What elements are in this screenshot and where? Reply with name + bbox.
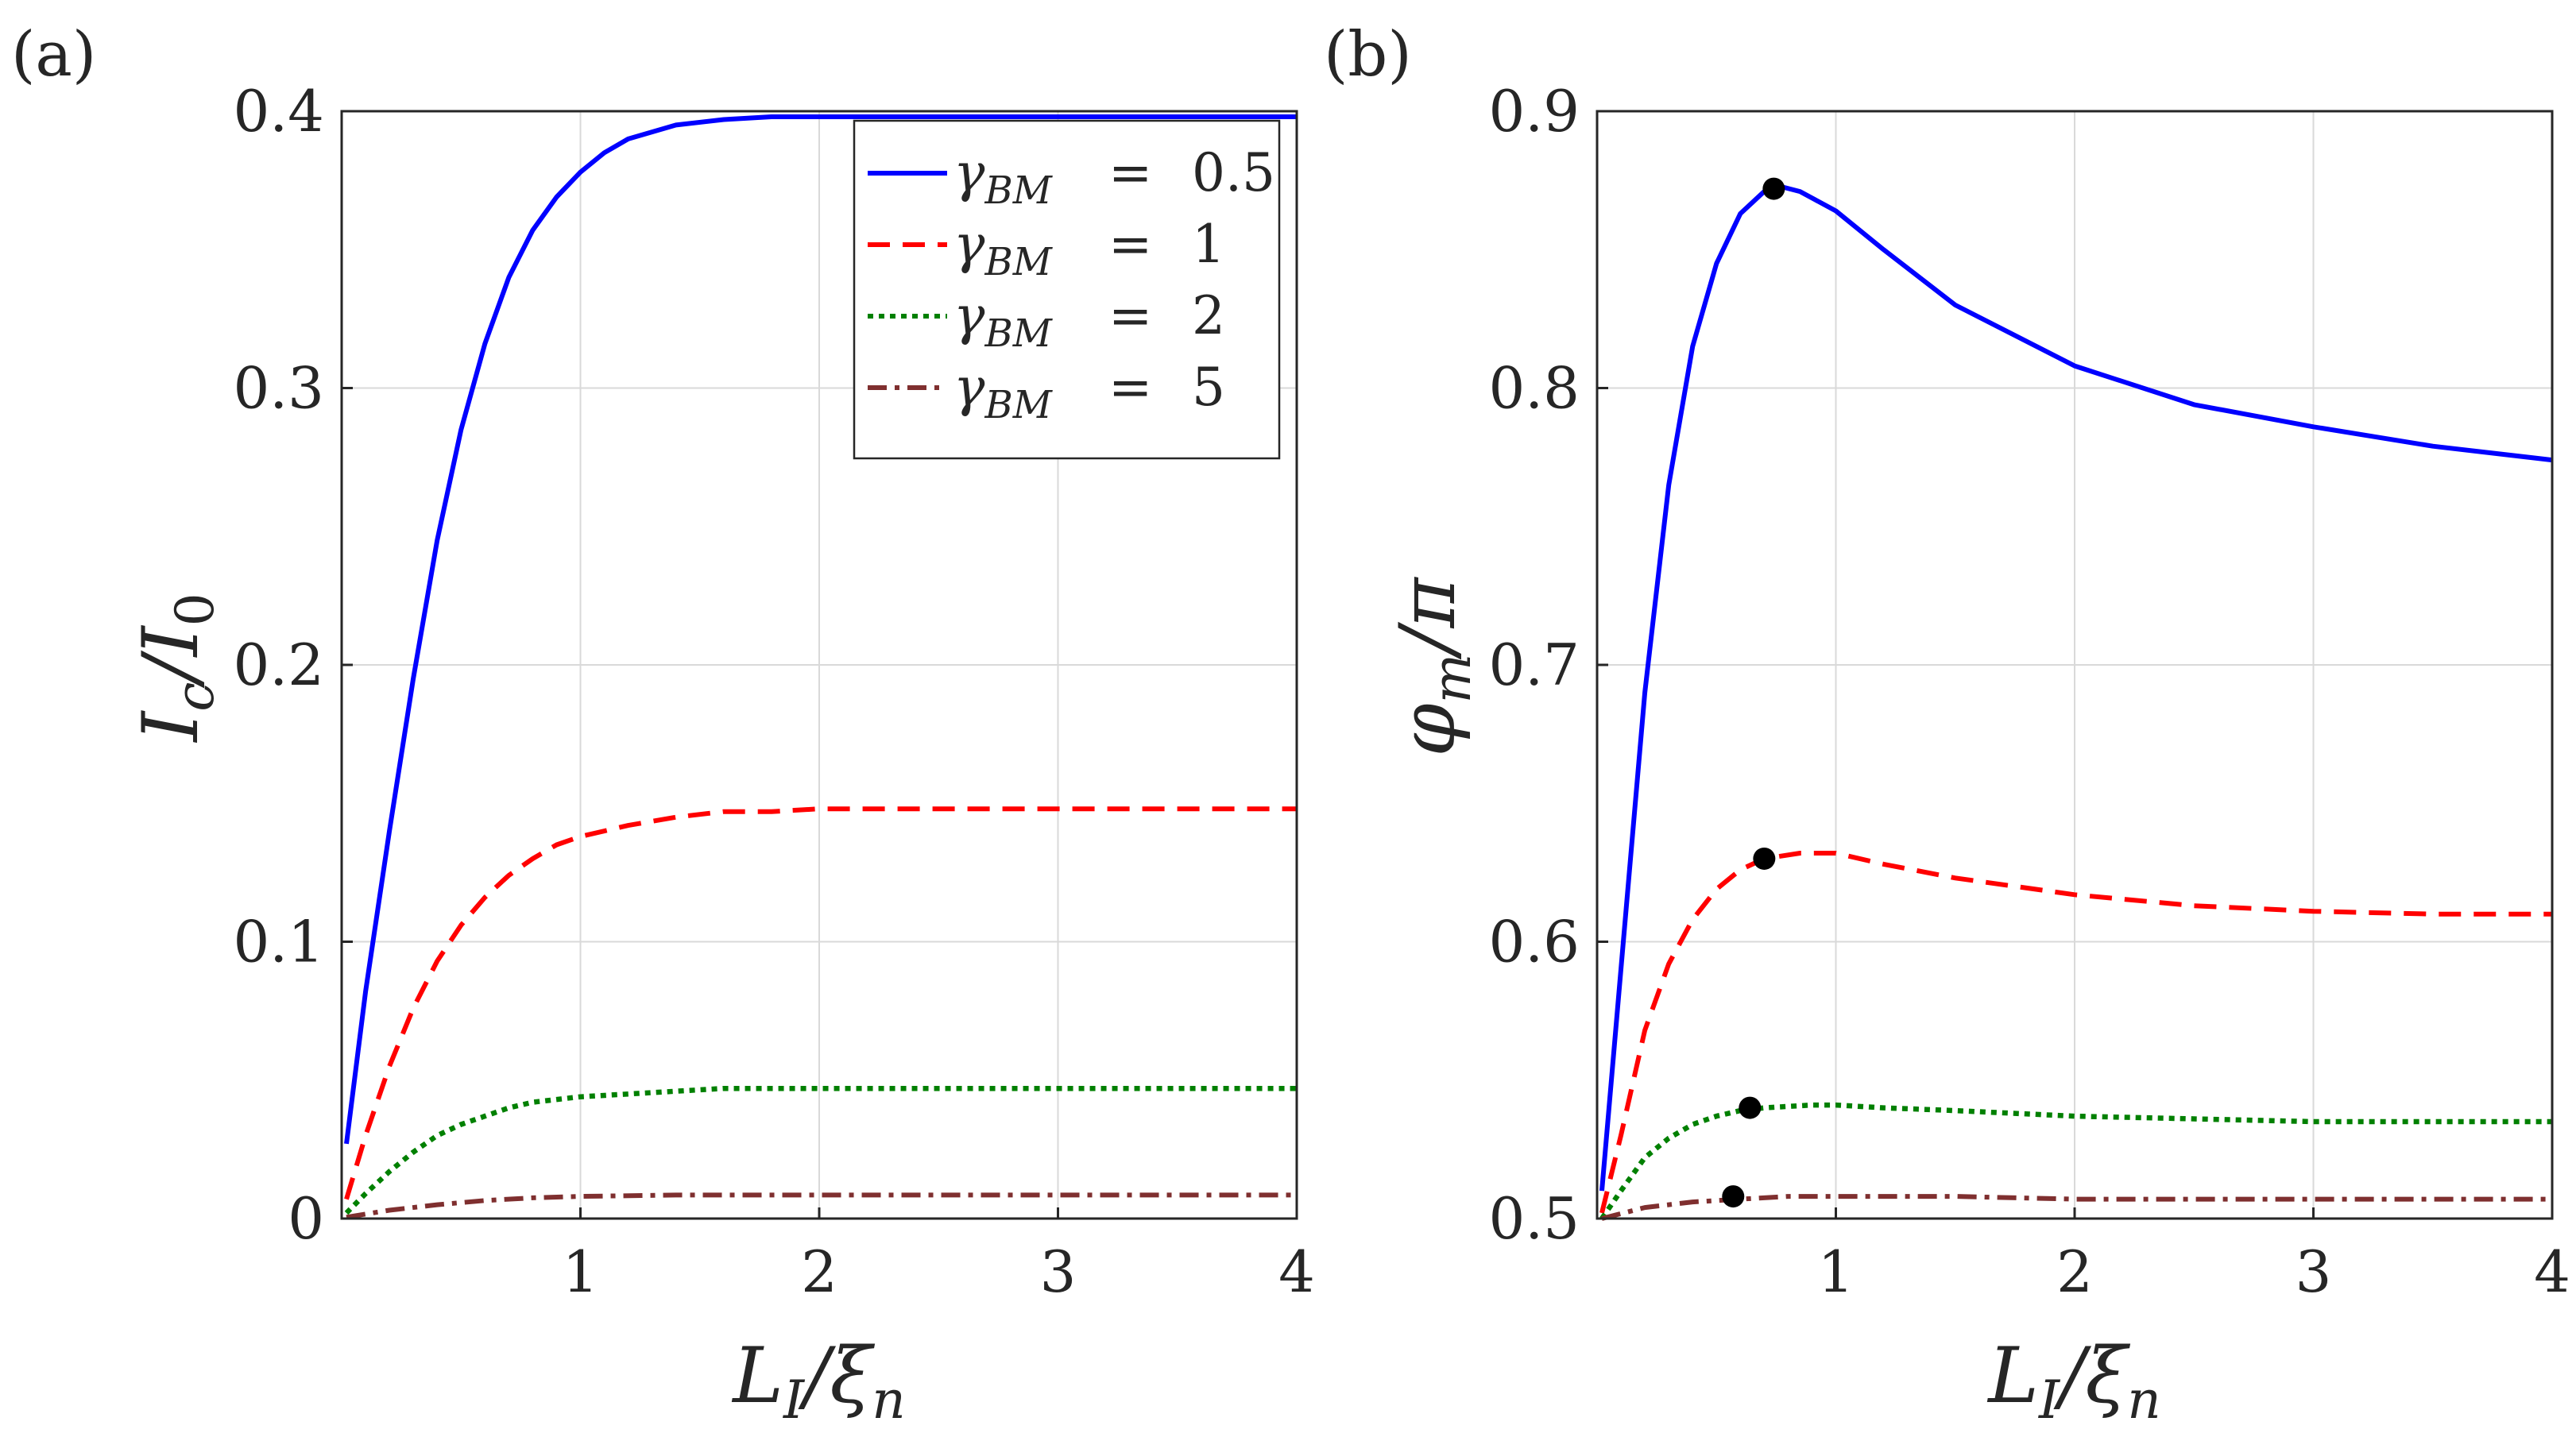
panel-b-series [1599,177,2553,1221]
panel-a-series-3 [346,1192,1297,1220]
panel-a-series-1 [344,806,1297,1200]
panel-b-peak-marker-0 [1762,177,1785,200]
panel-a-series-0 [344,114,1297,1145]
panel-b-ytick-label-1: 0.6 [1488,909,1580,975]
panel-b-ytick-label-4: 0.9 [1488,78,1580,145]
panel-b-peak-marker-2 [1739,1096,1762,1119]
panel-a-series [344,114,1297,1220]
panel-b-ytick-label-2: 0.7 [1488,632,1580,698]
panel-a-xtick-label-3: 4 [1278,1238,1315,1305]
panel-a-ytick-label-4: 0.4 [233,78,324,145]
legend-label-2: γBM = 2 [953,285,1225,356]
panel-a-ylabel: Ic/I0 [126,593,226,743]
panel-a-ytick-label-1: 0.1 [233,909,324,975]
legend-label-1: γBM = 1 [953,214,1225,284]
panel-b-xtick-label-0: 1 [1818,1238,1855,1305]
panel-b-ytick-label-0: 0.5 [1488,1185,1580,1252]
panel-a-series-2 [344,1085,1297,1215]
panel-a-ytick-label-2: 0.2 [233,632,324,698]
panel-b-ylabel: φm/π [1383,576,1483,756]
panel-b-xtick-label-2: 3 [2296,1238,2332,1305]
panel-a-xtick-label-0: 1 [563,1238,599,1305]
panel-a-ytick-label-3: 0.3 [233,355,324,422]
legend-box [853,119,1281,460]
panel-b-ytick-label-3: 0.8 [1488,355,1580,422]
panel-b-xlabel: LI/ξn [1986,1331,2161,1431]
panel-b-peak-marker-1 [1753,847,1776,870]
panel-b-ticks: 1 2 3 4 0.5 0.6 0.7 0.8 0.9 [1488,78,2570,1305]
panel-b-xtick-label-1: 2 [2056,1238,2093,1305]
panel-a-xtick-label-2: 3 [1040,1238,1077,1305]
panel-a-ytick-label-0: 0 [288,1185,324,1252]
panel-b-xtick-label-3: 4 [2534,1238,2570,1305]
panel-a: (a) 1 2 3 4 0 0.1 0.2 0.3 0.4 Ic/I0 LI/ξn γBM = 0.… [11,19,1315,1431]
panel-a-xlabel: LI/ξn [731,1331,906,1431]
panel-label-b: (b) [1324,19,1412,91]
legend-label-0: γBM = 0.5 [953,142,1275,213]
panel-b-series-3 [1601,1194,2552,1221]
panel-b: (b) 1 2 3 4 0.5 0.6 0.7 0.8 0.9 φm/π LI/ξn [1324,19,2570,1431]
panel-b-peak-marker-3 [1722,1185,1745,1208]
panel-b-series-1 [1599,851,2552,1214]
panel-label-a: (a) [11,19,96,91]
legend-label-3: γBM = 5 [953,357,1225,427]
panel-a-ticks: 1 2 3 4 0 0.1 0.2 0.3 0.4 [233,78,1314,1305]
panel-b-series-0 [1599,183,2553,1192]
panel-a-xtick-label-1: 2 [801,1238,837,1305]
